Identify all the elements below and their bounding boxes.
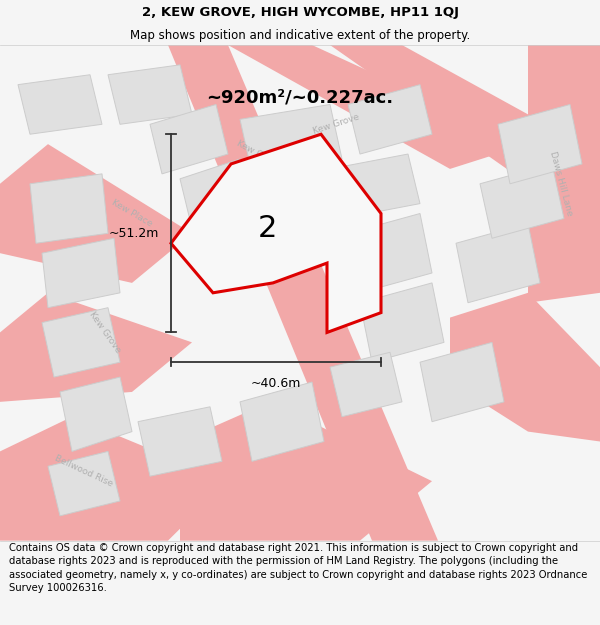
Polygon shape: [348, 84, 432, 154]
Polygon shape: [42, 238, 120, 308]
Polygon shape: [528, 45, 600, 302]
Polygon shape: [48, 451, 120, 516]
Polygon shape: [168, 45, 438, 541]
Polygon shape: [30, 174, 108, 243]
Polygon shape: [420, 342, 504, 422]
Polygon shape: [348, 214, 432, 292]
Polygon shape: [450, 292, 600, 441]
Text: Kew Place: Kew Place: [110, 198, 154, 229]
Polygon shape: [150, 104, 228, 174]
Polygon shape: [42, 308, 120, 377]
Text: Contains OS data © Crown copyright and database right 2021. This information is : Contains OS data © Crown copyright and d…: [9, 543, 587, 592]
Text: Map shows position and indicative extent of the property.: Map shows position and indicative extent…: [130, 29, 470, 42]
Text: Bellwood Rise: Bellwood Rise: [53, 454, 115, 489]
Polygon shape: [171, 134, 381, 332]
Text: Kew Grove: Kew Grove: [88, 310, 122, 355]
Polygon shape: [18, 75, 102, 134]
Polygon shape: [240, 104, 342, 174]
Text: 2, KEW GROVE, HIGH WYCOMBE, HP11 1QJ: 2, KEW GROVE, HIGH WYCOMBE, HP11 1QJ: [142, 6, 458, 19]
Polygon shape: [0, 292, 192, 402]
Polygon shape: [240, 382, 324, 461]
Polygon shape: [180, 402, 432, 541]
Polygon shape: [0, 144, 192, 283]
Polygon shape: [60, 377, 132, 451]
Polygon shape: [480, 164, 564, 238]
Polygon shape: [138, 407, 222, 476]
Polygon shape: [0, 417, 228, 541]
Text: ~51.2m: ~51.2m: [109, 227, 159, 240]
Text: 2: 2: [257, 214, 277, 243]
Polygon shape: [456, 223, 540, 302]
Polygon shape: [498, 104, 582, 184]
Text: Kew Grove: Kew Grove: [235, 139, 281, 169]
Text: ~920m²/~0.227ac.: ~920m²/~0.227ac.: [206, 88, 394, 106]
Polygon shape: [180, 159, 252, 228]
Polygon shape: [330, 352, 402, 417]
Polygon shape: [108, 65, 192, 124]
Text: Daws Hill Lane: Daws Hill Lane: [548, 151, 574, 217]
Polygon shape: [228, 45, 528, 169]
Polygon shape: [360, 283, 444, 362]
Polygon shape: [330, 154, 420, 219]
Text: ~40.6m: ~40.6m: [251, 377, 301, 390]
Polygon shape: [330, 45, 600, 184]
Text: Kew Grove: Kew Grove: [311, 112, 361, 136]
